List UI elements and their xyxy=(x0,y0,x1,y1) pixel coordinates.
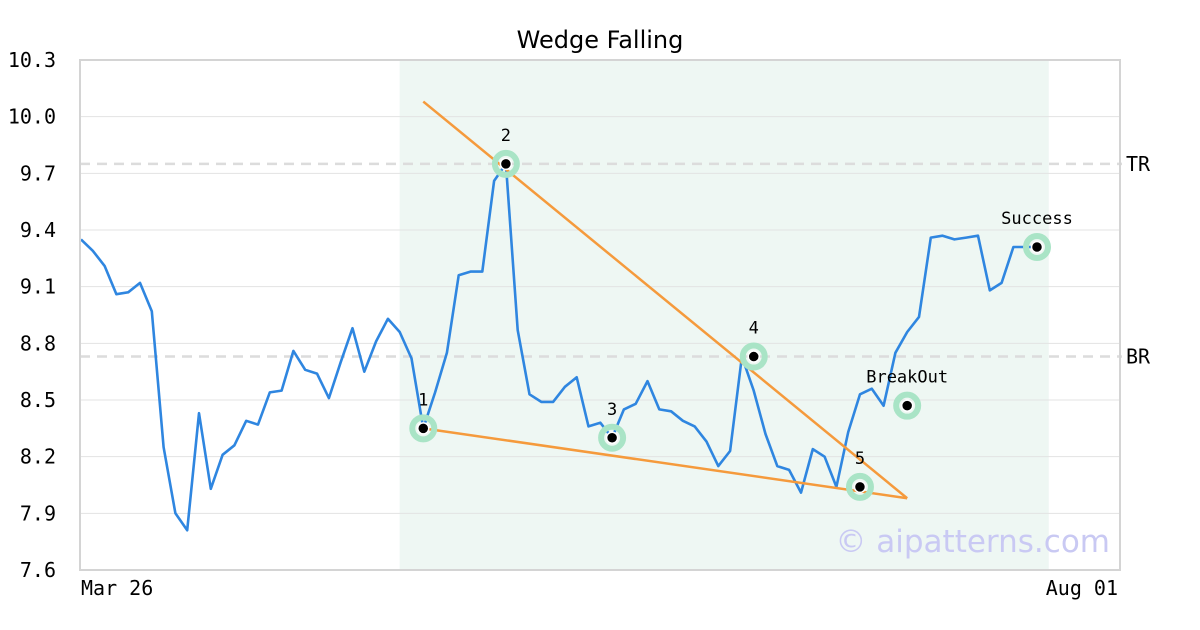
pattern-point-label: 4 xyxy=(749,319,759,339)
pattern-point xyxy=(854,481,865,492)
y-tick-label: 8.5 xyxy=(20,388,56,412)
y-tick-label: 7.9 xyxy=(20,501,56,525)
pattern-point xyxy=(1032,242,1043,253)
pattern-point-label: 5 xyxy=(855,449,865,469)
pattern-point-label: 2 xyxy=(501,126,511,146)
y-tick-label: 9.1 xyxy=(20,275,56,299)
pattern-region xyxy=(400,60,1049,570)
pattern-point xyxy=(607,432,618,443)
y-tick-label: 9.4 xyxy=(20,218,56,242)
chart-title: Wedge Falling xyxy=(517,26,684,54)
level-label: TR xyxy=(1126,152,1151,176)
x-tick-label: Mar 26 xyxy=(81,576,153,600)
pattern-point-label: 1 xyxy=(418,390,428,410)
y-tick-label: 8.8 xyxy=(20,331,56,355)
y-tick-label: 9.7 xyxy=(20,161,56,185)
y-tick-label: 10.3 xyxy=(8,48,56,72)
pattern-point-label: Success xyxy=(1001,209,1073,229)
x-tick-label: Aug 01 xyxy=(1046,576,1118,600)
pattern-point xyxy=(418,423,429,434)
y-tick-label: 8.2 xyxy=(20,445,56,469)
y-tick-label: 10.0 xyxy=(8,105,56,129)
level-label: BR xyxy=(1126,345,1151,369)
pattern-point xyxy=(902,400,913,411)
pattern-point xyxy=(748,351,759,362)
y-tick-label: 7.6 xyxy=(20,558,56,582)
watermark: © aipatterns.com xyxy=(835,524,1110,560)
pattern-point xyxy=(500,158,511,169)
pattern-point-label: 3 xyxy=(607,400,617,420)
pattern-point-label: BreakOut xyxy=(866,368,948,388)
pattern-region-layer xyxy=(400,60,1049,570)
